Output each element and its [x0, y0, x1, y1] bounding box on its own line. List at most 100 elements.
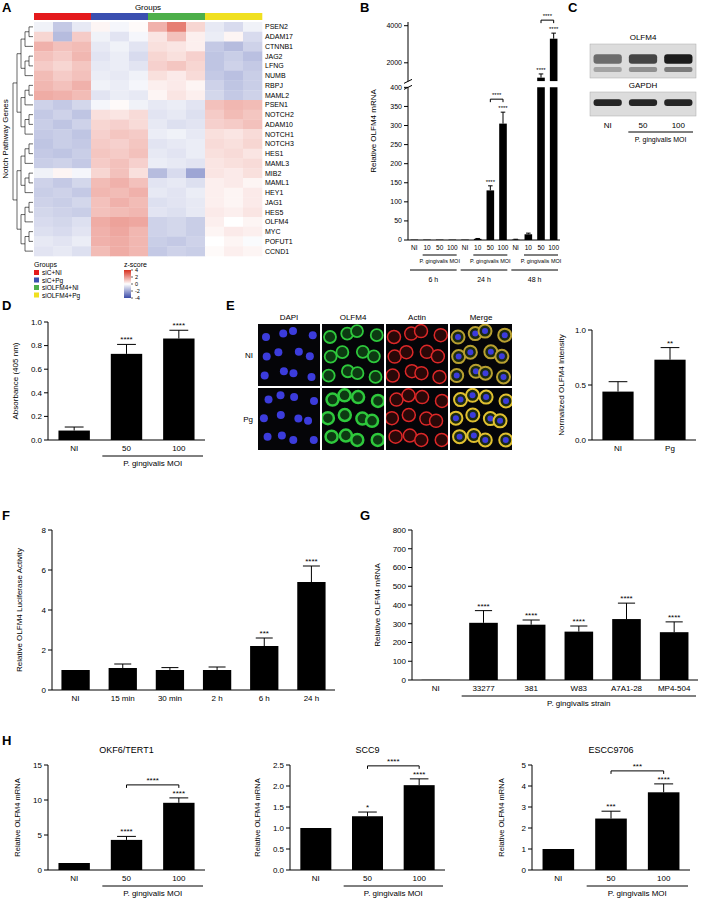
y-tick	[528, 786, 532, 787]
heatmap-cell	[224, 42, 243, 52]
dendrogram-branch	[13, 83, 17, 200]
group-line	[410, 270, 457, 271]
nucleus	[289, 327, 297, 335]
nucleus	[488, 349, 494, 355]
cell	[479, 367, 492, 380]
heatmap-cell	[224, 32, 243, 42]
bar-chart: 02468*******NI15 min30 min2 h6 h24 hRela…	[15, 526, 335, 703]
heatmap-cell	[186, 246, 205, 256]
heatmap-cell	[34, 149, 53, 159]
cell	[480, 391, 493, 404]
heatmap-cell	[205, 168, 224, 178]
heatmap-cell	[110, 129, 129, 139]
y-axis	[48, 765, 49, 870]
nucleus	[262, 333, 270, 341]
heatmap-cell	[224, 237, 243, 247]
cell	[431, 350, 444, 363]
significance: ****	[549, 26, 559, 32]
bar-chart: 0.00.51.0**NIPgNormalized OLFM4 Intensit…	[557, 326, 696, 453]
y-axis-label: Normalized OLFM4 Intensity	[557, 334, 566, 435]
colorbar-tick-label: 4	[135, 267, 138, 273]
y-axis-label: Relative OLFM4 mRNA	[253, 778, 262, 856]
bar	[469, 623, 498, 680]
heatmap-cell	[72, 149, 91, 159]
panel-letter: D	[2, 298, 11, 313]
heatmap-cell	[72, 51, 91, 61]
bar	[404, 785, 435, 870]
y-tick	[528, 765, 532, 766]
group-bar	[129, 13, 148, 20]
bar	[474, 239, 482, 240]
bar-chart: 0.00.51.01.52.02.5*********NI50100P. gin…	[253, 745, 445, 898]
cell	[372, 395, 384, 407]
significance: ****	[620, 594, 632, 603]
x-tick-label: 100	[548, 244, 559, 251]
nucleus	[289, 369, 297, 377]
y-axis-label: Absorbance (405 nm)	[11, 342, 20, 419]
y-tick	[408, 642, 412, 643]
chart-title: ESCC9706	[588, 745, 633, 755]
heatmap-cell	[205, 61, 224, 71]
heatmap-cell	[91, 51, 110, 61]
heatmap-cell	[129, 237, 148, 247]
bar	[517, 625, 546, 680]
heatmap-cell	[129, 198, 148, 208]
micrograph-bg	[386, 388, 448, 450]
heatmap-cell	[129, 51, 148, 61]
blot-band	[594, 99, 622, 106]
dendrogram-branch	[25, 61, 33, 76]
row-label: OLFM4	[265, 218, 288, 225]
cell	[325, 351, 337, 363]
cell	[351, 367, 363, 379]
cell	[386, 412, 398, 425]
heatmap-cell	[205, 51, 224, 61]
heatmap-cell	[186, 71, 205, 81]
y-tick-label: 4	[42, 606, 47, 615]
y-tick	[404, 182, 408, 183]
plot-area	[58, 339, 194, 440]
heatmap-cell	[72, 217, 91, 227]
error-bars	[475, 33, 556, 239]
blot-band	[629, 99, 657, 106]
cell	[497, 370, 510, 383]
heatmap-cell	[148, 159, 167, 169]
heatmap-cell	[243, 217, 262, 227]
heatmap-cell	[129, 129, 148, 139]
x-tick-label: NI	[70, 444, 78, 453]
heatmap-cell	[148, 149, 167, 159]
cell	[371, 329, 383, 341]
heatmap-cell	[167, 22, 186, 32]
heatmap-cell	[167, 217, 186, 227]
error-bar	[609, 382, 628, 392]
nucleus	[294, 415, 302, 423]
bar	[111, 354, 142, 440]
plot-area	[543, 792, 680, 870]
heatmap-cell	[53, 120, 72, 130]
row-label: CTNNB1	[265, 43, 293, 50]
heatmap-cell	[110, 178, 129, 188]
heatmap-cell	[129, 110, 148, 120]
bracket	[490, 99, 503, 102]
y-tick	[48, 530, 52, 531]
heatmap-cell	[129, 100, 148, 110]
cell	[415, 367, 428, 380]
cell	[466, 389, 479, 402]
x-tick-label: 10	[525, 244, 533, 251]
heatmap-cell	[34, 22, 53, 32]
dendrogram-branch	[29, 27, 33, 37]
y-tick-label: 0.0	[273, 866, 285, 875]
cell	[494, 414, 507, 427]
bar	[423, 239, 431, 240]
legend-swatch	[34, 293, 39, 298]
bar	[203, 670, 231, 690]
y-tick	[408, 530, 412, 531]
heatmap-cell	[243, 81, 262, 91]
heatmap-cell	[224, 61, 243, 71]
heatmap-cell	[224, 217, 243, 227]
y-tick	[286, 870, 290, 871]
colorbar-tick-label: -4	[135, 295, 140, 301]
heatmap-cell	[186, 207, 205, 217]
y-tick	[44, 416, 48, 417]
significance: ****	[486, 179, 496, 185]
heatmap-cell	[148, 188, 167, 198]
